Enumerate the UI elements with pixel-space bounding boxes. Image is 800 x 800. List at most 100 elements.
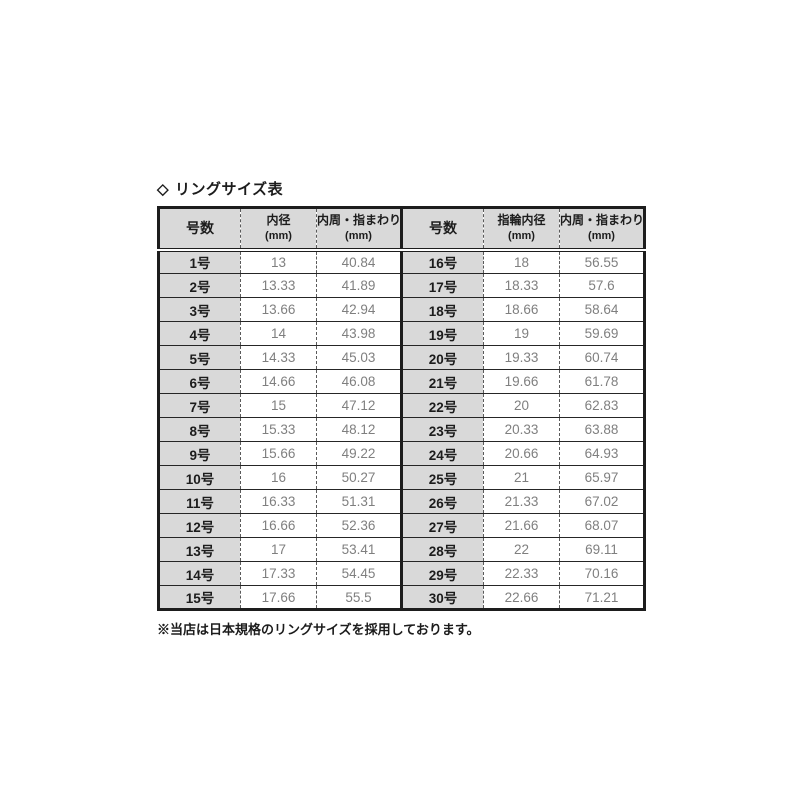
table-row: 12号 16.66 52.36 27号 21.66 68.07 <box>158 513 645 538</box>
header-label: 号数 <box>186 220 214 237</box>
inner-diameter-cell: 15.33 <box>240 417 317 442</box>
circumference-cell: 64.93 <box>559 441 645 466</box>
circumference-cell: 61.78 <box>559 369 645 394</box>
table-row: 3号 13.66 42.94 18号 18.66 58.64 <box>158 297 645 322</box>
table-row: 6号 14.66 46.08 21号 19.66 61.78 <box>158 369 645 394</box>
circumference-cell: 69.11 <box>559 537 645 562</box>
size-cell: 23号 <box>400 417 484 442</box>
inner-diameter-cell: 13 <box>240 249 317 274</box>
column-header-size-right: 号数 <box>400 207 484 252</box>
inner-diameter-cell: 20.33 <box>483 417 560 442</box>
circumference-cell: 67.02 <box>559 489 645 514</box>
inner-diameter-cell: 16.33 <box>240 489 317 514</box>
inner-diameter-cell: 20 <box>483 393 560 418</box>
inner-diameter-cell: 22 <box>483 537 560 562</box>
size-cell: 28号 <box>400 537 484 562</box>
inner-diameter-cell: 13.66 <box>240 297 317 322</box>
circumference-cell: 63.88 <box>559 417 645 442</box>
circumference-cell: 55.5 <box>316 585 402 610</box>
inner-diameter-cell: 22.66 <box>483 585 560 610</box>
inner-diameter-cell: 15.66 <box>240 441 317 466</box>
size-cell: 10号 <box>158 465 241 490</box>
inner-diameter-cell: 18.66 <box>483 297 560 322</box>
table-row: 4号 14 43.98 19号 19 59.69 <box>158 321 645 346</box>
inner-diameter-cell: 14.66 <box>240 369 317 394</box>
footnote: ※当店は日本規格のリングサイズを採用しております。 <box>157 622 480 637</box>
header-row: 号数 内径 (mm) 内周・指まわり (mm) 号数 指輪内径 (mm) <box>158 207 645 252</box>
size-cell: 16号 <box>400 249 484 274</box>
size-cell: 18号 <box>400 297 484 322</box>
header-label: 指輪内径 <box>497 213 546 228</box>
page-title-text: リングサイズ表 <box>175 181 284 198</box>
size-cell: 12号 <box>158 513 241 538</box>
table-row: 13号 17 53.41 28号 22 69.11 <box>158 537 645 562</box>
circumference-cell: 60.74 <box>559 345 645 370</box>
size-cell: 3号 <box>158 297 241 322</box>
size-cell: 30号 <box>400 585 484 610</box>
circumference-cell: 57.6 <box>559 273 645 298</box>
size-cell: 20号 <box>400 345 484 370</box>
inner-diameter-cell: 20.66 <box>483 441 560 466</box>
inner-diameter-cell: 14.33 <box>240 345 317 370</box>
page-title: ◇ リングサイズ表 <box>157 178 644 199</box>
column-header-inner-diameter-right: 指輪内径 (mm) <box>483 207 560 252</box>
inner-diameter-cell: 17 <box>240 537 317 562</box>
circumference-cell: 48.12 <box>316 417 402 442</box>
size-cell: 11号 <box>158 489 241 514</box>
size-cell: 25号 <box>400 465 484 490</box>
circumference-cell: 45.03 <box>316 345 402 370</box>
ring-size-chart: ◇ リングサイズ表 号数 内径 (mm) 内周・指まわり (mm) <box>157 178 646 638</box>
circumference-cell: 46.08 <box>316 369 402 394</box>
size-cell: 8号 <box>158 417 241 442</box>
inner-diameter-cell: 19 <box>483 321 560 346</box>
size-cell: 24号 <box>400 441 484 466</box>
column-header-circumference-left: 内周・指まわり (mm) <box>316 207 402 252</box>
circumference-cell: 71.21 <box>559 585 645 610</box>
circumference-cell: 54.45 <box>316 561 402 586</box>
circumference-cell: 62.83 <box>559 393 645 418</box>
inner-diameter-cell: 17.33 <box>240 561 317 586</box>
column-header-inner-diameter-left: 内径 (mm) <box>240 207 317 252</box>
table-row: 2号 13.33 41.89 17号 18.33 57.6 <box>158 273 645 298</box>
table-row: 15号 17.66 55.5 30号 22.66 71.21 <box>158 585 645 610</box>
circumference-cell: 41.89 <box>316 273 402 298</box>
header-label: 内径 <box>266 213 291 228</box>
header-unit: (mm) <box>345 229 372 242</box>
table-row: 8号 15.33 48.12 23号 20.33 63.88 <box>158 417 645 442</box>
ring-size-table: 号数 内径 (mm) 内周・指まわり (mm) 号数 指輪内径 (mm) <box>157 206 646 611</box>
circumference-cell: 50.27 <box>316 465 402 490</box>
inner-diameter-cell: 21.33 <box>483 489 560 514</box>
table-row: 9号 15.66 49.22 24号 20.66 64.93 <box>158 441 645 466</box>
table-row: 10号 16 50.27 25号 21 65.97 <box>158 465 645 490</box>
column-header-size-left: 号数 <box>158 207 241 252</box>
circumference-cell: 51.31 <box>316 489 402 514</box>
size-cell: 27号 <box>400 513 484 538</box>
inner-diameter-cell: 17.66 <box>240 585 317 610</box>
inner-diameter-cell: 16 <box>240 465 317 490</box>
size-cell: 15号 <box>158 585 241 610</box>
size-cell: 19号 <box>400 321 484 346</box>
size-cell: 21号 <box>400 369 484 394</box>
circumference-cell: 58.64 <box>559 297 645 322</box>
inner-diameter-cell: 22.33 <box>483 561 560 586</box>
inner-diameter-cell: 18 <box>483 249 560 274</box>
inner-diameter-cell: 15 <box>240 393 317 418</box>
circumference-cell: 59.69 <box>559 321 645 346</box>
inner-diameter-cell: 19.33 <box>483 345 560 370</box>
size-cell: 1号 <box>158 249 241 274</box>
inner-diameter-cell: 14 <box>240 321 317 346</box>
inner-diameter-cell: 18.33 <box>483 273 560 298</box>
inner-diameter-cell: 21.66 <box>483 513 560 538</box>
size-cell: 4号 <box>158 321 241 346</box>
circumference-cell: 47.12 <box>316 393 402 418</box>
circumference-cell: 43.98 <box>316 321 402 346</box>
size-cell: 6号 <box>158 369 241 394</box>
table-row: 5号 14.33 45.03 20号 19.33 60.74 <box>158 345 645 370</box>
inner-diameter-cell: 21 <box>483 465 560 490</box>
circumference-cell: 56.55 <box>559 249 645 274</box>
circumference-cell: 52.36 <box>316 513 402 538</box>
circumference-cell: 70.16 <box>559 561 645 586</box>
size-cell: 17号 <box>400 273 484 298</box>
size-cell: 13号 <box>158 537 241 562</box>
size-cell: 9号 <box>158 441 241 466</box>
